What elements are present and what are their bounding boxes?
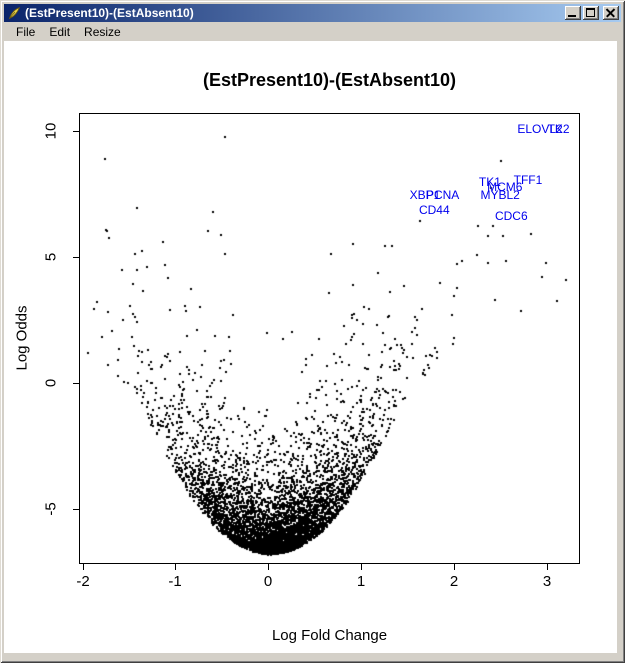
- r-quill-icon: [6, 6, 22, 21]
- y-tick-0: [73, 509, 79, 510]
- minimize-icon[interactable]: [565, 6, 581, 20]
- x-tick-label-4: 2: [449, 573, 459, 590]
- gene-label-cdc6: CDC6: [494, 209, 528, 224]
- plot-box: [79, 113, 580, 564]
- menu-item-edit[interactable]: Edit: [49, 25, 71, 39]
- x-tick-4: [454, 564, 455, 570]
- maximize-icon[interactable]: [583, 6, 599, 20]
- menu-item-file[interactable]: File: [16, 25, 36, 39]
- y-tick-1: [73, 383, 79, 384]
- y-tick-3: [73, 131, 79, 132]
- x-axis-label: Log Fold Change: [271, 627, 388, 644]
- window-titlebar[interactable]: (EstPresent10)-(EstAbsent10): [4, 4, 621, 22]
- y-tick-label-2: 5: [42, 252, 60, 262]
- gene-label-cd44: CD44: [418, 203, 450, 218]
- x-tick-3: [361, 564, 362, 570]
- gene-label-tff1: TFF1: [513, 172, 543, 187]
- y-tick-label-3: 10: [42, 122, 60, 140]
- menu-item-resize[interactable]: Resize: [84, 25, 121, 39]
- x-tick-label-0: -2: [76, 573, 90, 590]
- gene-label-mybl2: MYBL2: [480, 187, 520, 202]
- close-icon[interactable]: [603, 6, 619, 20]
- x-tick-1: [175, 564, 176, 570]
- y-tick-2: [73, 257, 79, 258]
- gene-label-xbp1: XBP1: [409, 187, 441, 202]
- plot-title: (EstPresent10)-(EstAbsent10): [202, 70, 457, 90]
- x-tick-label-2: 0: [263, 573, 273, 590]
- gene-label-tk1: TK1: [478, 175, 501, 190]
- y-axis-label: Log Odds: [13, 305, 31, 371]
- y-tick-label-0: -5: [42, 502, 60, 516]
- gene-label-tk2: TK2: [547, 122, 570, 137]
- gene-label-pcna: PCNA: [425, 187, 460, 202]
- y-tick-label-1: 0: [42, 378, 60, 388]
- menu-bar: File Edit Resize: [4, 23, 621, 41]
- window-title: (EstPresent10)-(EstAbsent10): [25, 6, 194, 20]
- x-tick-2: [268, 564, 269, 570]
- window-controls: [563, 6, 619, 20]
- x-tick-0: [83, 564, 84, 570]
- x-tick-5: [547, 564, 548, 570]
- plot-canvas: [80, 114, 579, 563]
- gene-label-elovl2: ELOVL2: [517, 122, 563, 137]
- x-tick-label-3: 1: [356, 573, 366, 590]
- gene-label-mcm6: MCM6: [487, 180, 523, 195]
- x-tick-label-1: -1: [168, 573, 182, 590]
- x-tick-label-5: 3: [542, 573, 552, 590]
